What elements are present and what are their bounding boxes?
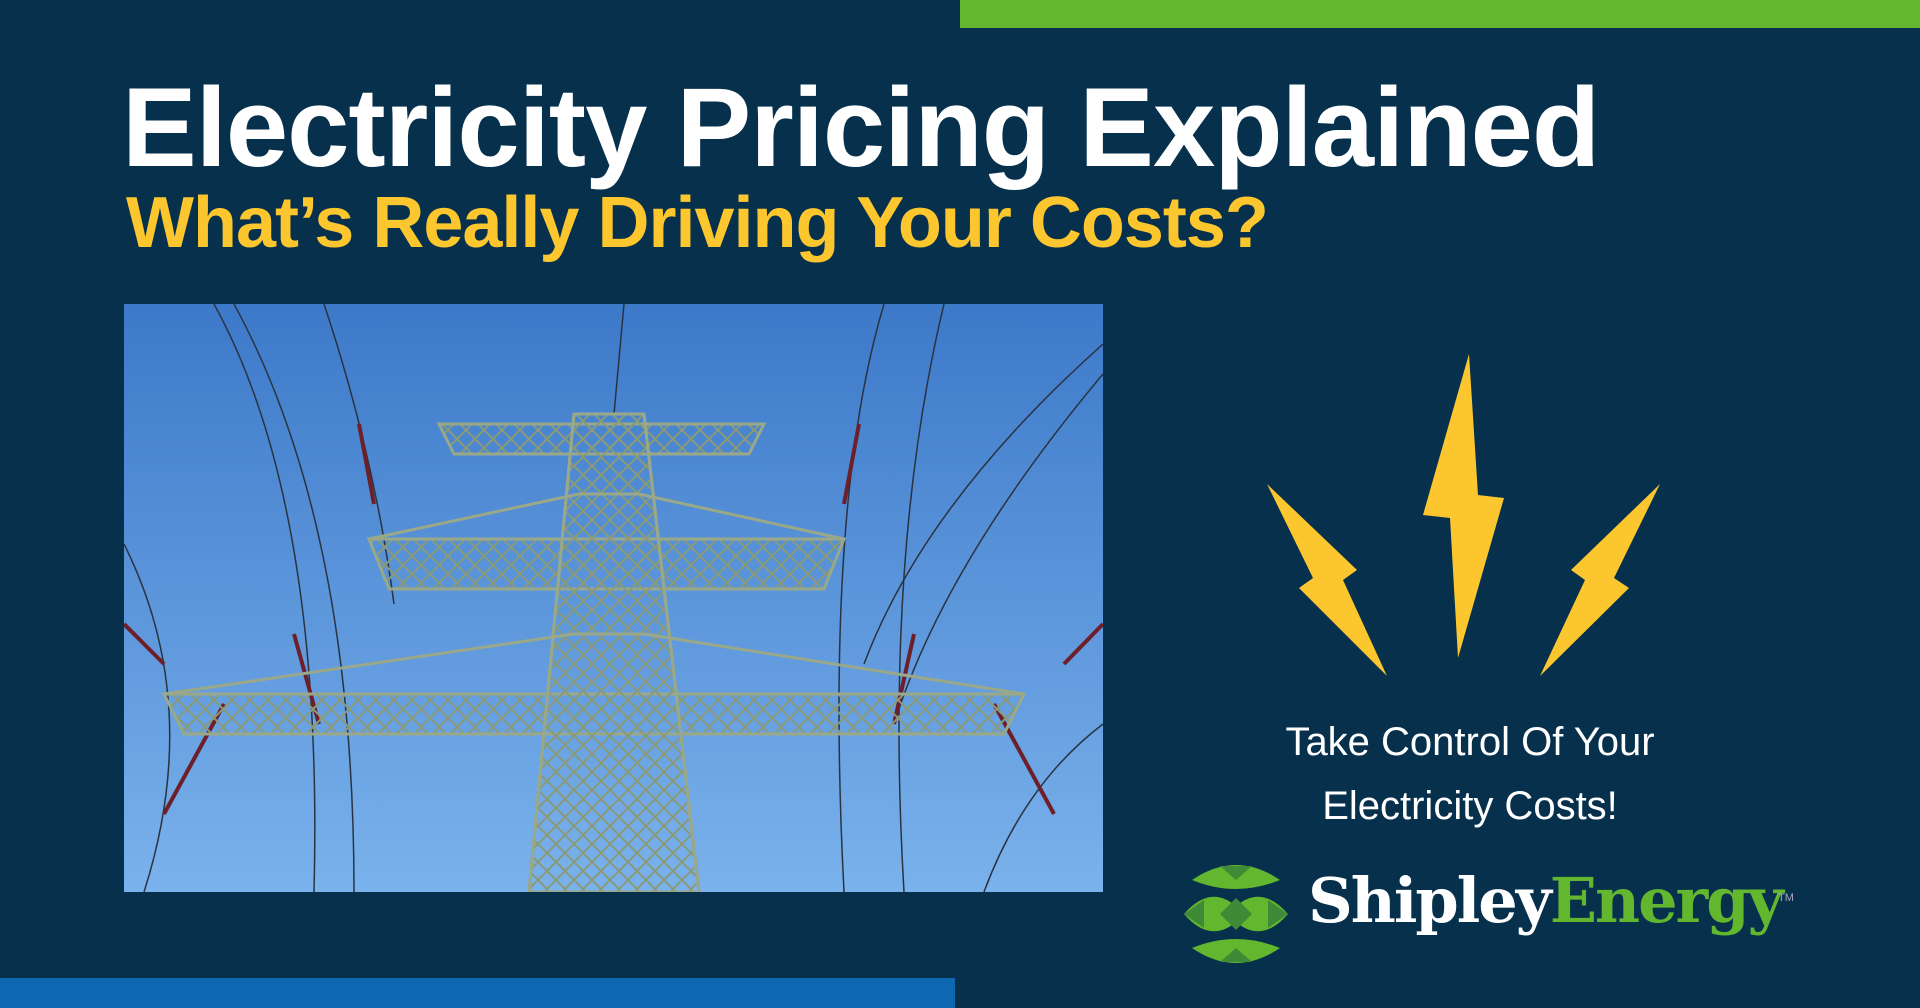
bottom-accent-bar bbox=[0, 978, 955, 1008]
cta-line-2: Electricity Costs! bbox=[1322, 784, 1618, 828]
logo-word-energy: Energy bbox=[1549, 864, 1784, 937]
transmission-tower-photo bbox=[124, 304, 1103, 892]
top-accent-bar bbox=[960, 0, 1920, 28]
logo-wordmark: ShipleyEnergy bbox=[1308, 864, 1784, 937]
logo-globe-icon bbox=[1184, 865, 1288, 963]
page-subtitle: What’s Really Driving Your Costs? bbox=[126, 183, 1269, 263]
page-title: Electricity Pricing Explained bbox=[122, 65, 1600, 190]
lightning-bolt-left-icon bbox=[1267, 484, 1387, 676]
lightning-bolt-center-icon bbox=[1423, 354, 1504, 658]
shipley-energy-logo: ShipleyEnergy TM bbox=[1180, 858, 1800, 968]
trademark-symbol: TM bbox=[1778, 892, 1794, 904]
cta-line-1: Take Control Of Your bbox=[1285, 720, 1655, 764]
lightning-bolt-right-icon bbox=[1540, 484, 1660, 676]
logo-word-shipley: Shipley bbox=[1308, 864, 1552, 937]
call-to-action-text: Take Control Of Your Electricity Costs! bbox=[1220, 710, 1720, 838]
